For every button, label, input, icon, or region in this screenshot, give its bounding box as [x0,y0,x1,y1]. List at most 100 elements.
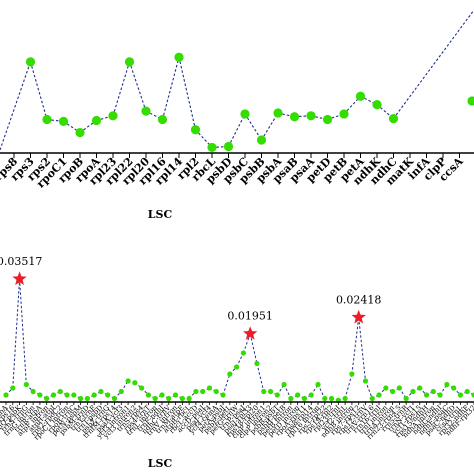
lower-peak-annotations: 0.03517 0.01951 0.02418 [0,255,381,323]
lower-data-point [166,395,172,402]
lower-data-point [172,392,179,398]
lower-data-point [342,395,348,402]
lower-data-point [376,392,382,398]
lower-data-point [423,392,430,398]
lower-peak-value-label: 0.02418 [336,293,382,306]
lower-data-point [274,392,280,398]
lower-series-segment [256,363,265,392]
upper-data-point [124,57,135,67]
lower-data-point [457,392,464,398]
lower-peak-star [351,309,366,324]
upper-data-point [240,109,250,119]
lower-series-segment [12,278,21,389]
upper-data-point [108,111,118,121]
lower-data-point [437,392,443,398]
upper-series-segment [161,57,180,120]
upper-series-segment [261,112,279,141]
lower-data-point [403,395,409,402]
lower-data-point [139,385,145,391]
lower-data-point [227,371,233,377]
upper-data-point [306,111,316,121]
lower-data-point [10,385,16,391]
lower-data-point [213,388,219,395]
lower-data-point [362,378,369,384]
lower-x-ticks [5,402,474,405]
upper-data-point [91,115,102,126]
lower-data-point [234,364,240,370]
lower-data-point [288,395,294,402]
upper-series-segment [244,113,262,141]
upper-data-point [273,108,283,118]
lower-data-point [308,392,314,398]
upper-data-point [58,116,69,126]
lower-data-point [193,388,199,395]
lower-data-point [37,392,43,398]
upper-data-point [75,127,85,138]
lower-data-point [23,381,29,388]
upper-region-label: LSC [148,208,173,221]
upper-data-point [388,113,399,124]
lower-data-point [118,388,124,395]
lower-series-segment [344,373,353,399]
lower-peak-star [12,271,27,285]
upper-data-point [322,114,333,125]
lower-region-label: LSC [148,457,173,470]
lower-peak-value-label: 0.03517 [0,255,42,268]
lower-data-point [91,392,97,398]
upper-x-ticks [13,153,460,158]
lower-data-point [145,392,152,398]
lower-series-segment [242,333,251,354]
lower-series-segment [351,317,360,375]
upper-series-segment [128,61,147,112]
upper-data-point [355,91,366,101]
lower-data-point [84,395,90,402]
lower-peak-star [243,326,258,340]
lower-data-point [451,385,457,391]
lower-data-point [50,392,57,398]
upper-series-segment [0,61,32,151]
lower-data-point [240,350,246,356]
upper-data-point [25,57,36,67]
lower-data-point [3,392,9,398]
lower-data-point [417,385,423,391]
lower-data-point [267,388,274,395]
lower-data-point [444,381,450,388]
lower-data-point [315,381,321,388]
lower-data-point [200,388,206,395]
upper-series-segment [112,61,131,116]
lower-series-segment [365,380,373,399]
upper-series-segment [228,113,246,147]
lower-data-point [111,395,118,402]
lower-chart-panel: trnH-psbAtrnK-rps16trnQ-psbKtrnS-trnGtrn… [0,255,474,470]
upper-data-point [256,135,267,145]
upper-data-point [467,96,474,106]
lower-data-point [301,395,308,402]
lower-data-point [349,371,355,377]
upper-series-segment [393,9,474,119]
lower-data-point [471,392,474,398]
upper-series-segment [178,57,197,130]
lower-data-point [295,392,301,398]
lower-data-point [430,388,436,395]
lower-series-segment [249,333,258,364]
upper-chart-panel: rps8rps3rps2rpoC1rpoBrpoArpl23rpl22rpl20… [0,9,474,221]
lower-data-point [390,388,396,395]
upper-series-segment [29,61,48,120]
upper-data-point [174,52,184,62]
lower-data-point [322,395,328,402]
lower-data-point [281,381,287,388]
lower-data-point [132,380,138,386]
upper-series-points [25,52,474,153]
lower-data-point [71,392,77,398]
upper-series-line [0,9,474,151]
upper-data-point [339,109,349,119]
lower-data-point [328,395,335,402]
lower-data-point [152,395,158,402]
lower-data-point [383,385,389,391]
lower-series-segment [19,278,27,385]
lower-peak-value-label: 0.01951 [227,310,273,323]
lower-data-point [125,378,131,384]
upper-series-segment [63,120,81,133]
lower-data-point [254,360,260,367]
